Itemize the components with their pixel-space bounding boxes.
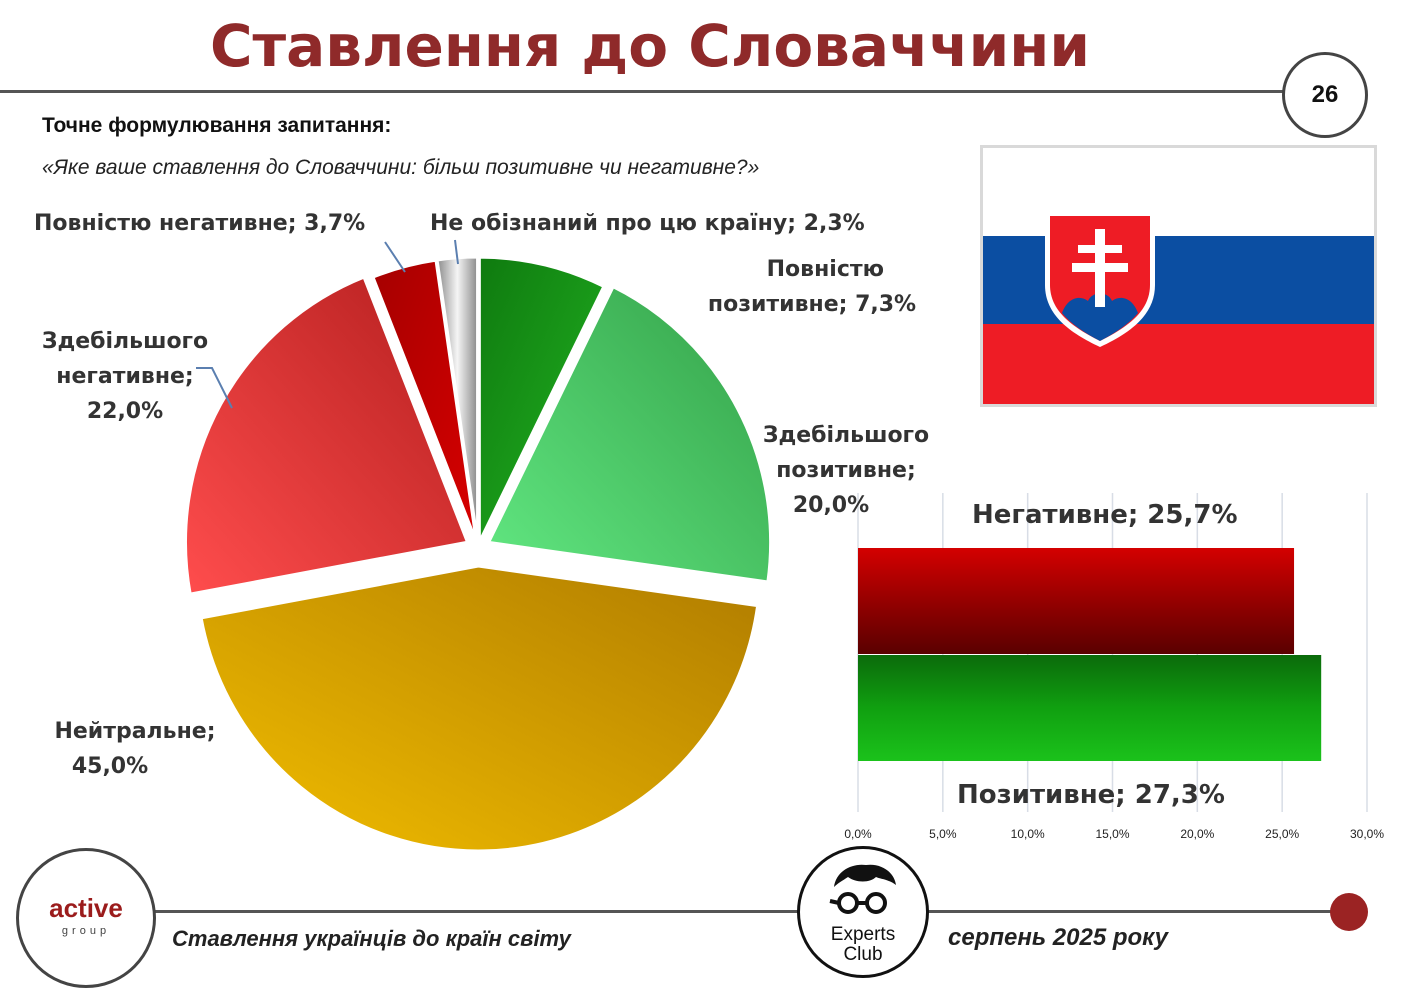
- leader-line: [454, 239, 459, 265]
- page-title: Ставлення до Словаччини: [209, 12, 1091, 80]
- pie-slice: [486, 284, 773, 584]
- header-divider: [0, 90, 1285, 93]
- label-fully-negative: Повністю негативне; 3,7%: [34, 211, 366, 236]
- question-text: «Яке ваше ставлення до Словаччини: більш…: [42, 156, 760, 179]
- x-tick-label: 15,0%: [1095, 827, 1130, 841]
- logo-main-text: active: [49, 893, 123, 923]
- experts-line2: Club: [843, 943, 883, 965]
- label-neutral-line1: Нейтральне;: [54, 719, 216, 744]
- label-mostly-negative-line1: Здебільшого: [41, 329, 209, 354]
- x-tick-label: 5,0%: [929, 827, 957, 841]
- x-tick-label: 10,0%: [1010, 827, 1045, 841]
- footer-survey-title: Ставлення українців до країн світу: [172, 926, 571, 951]
- pie-slice: [199, 564, 760, 853]
- label-mostly-negative: Здебільшого негативне; 22,0%: [30, 324, 220, 430]
- bar-label-negative: Негативне; 25,7%: [972, 500, 1238, 530]
- footer-date: серпень 2025 року: [948, 924, 1168, 951]
- pie-slice: [477, 255, 606, 543]
- bar-negative: [858, 548, 1295, 654]
- question-heading: Точне формулювання запитання:: [42, 114, 392, 137]
- bar-positive: [858, 655, 1322, 761]
- bar-label-positive: Позитивне; 27,3%: [957, 780, 1225, 810]
- experts-line1: Experts: [830, 924, 896, 945]
- leader-line: [196, 367, 233, 409]
- x-tick-label: 20,0%: [1180, 827, 1215, 841]
- label-fully-positive-line1: Повністю: [766, 257, 884, 282]
- experts-club-text: Experts Club: [800, 925, 926, 965]
- label-mostly-positive-line1: Здебільшого: [762, 423, 930, 448]
- label-mostly-positive-line3: 20,0%: [792, 493, 870, 519]
- label-mostly-negative-line2: негативне;: [56, 364, 194, 390]
- label-fully-positive: Повністю позитивне; 7,3%: [700, 252, 916, 322]
- page-number-badge: 26: [1282, 52, 1368, 138]
- footer-divider: [150, 910, 1345, 913]
- label-neutral-line2: 45,0%: [71, 754, 149, 780]
- slovakia-flag-image: [980, 145, 1377, 407]
- active-group-logo: active group: [16, 848, 156, 988]
- page-number: 26: [1311, 81, 1339, 108]
- glasses-face-icon: [829, 864, 896, 914]
- pie-slice: [184, 275, 470, 596]
- label-unaware: Не обізнаний про цю країну; 2,3%: [430, 211, 865, 236]
- x-tick-label: 25,0%: [1265, 827, 1300, 841]
- logo-sub-text: group: [61, 925, 111, 937]
- x-tick-label: 0,0%: [844, 827, 872, 841]
- label-neutral: Нейтральне; 45,0%: [40, 714, 230, 784]
- experts-club-logo: Experts Club: [797, 846, 929, 978]
- label-fully-positive-line2: позитивне; 7,3%: [707, 292, 917, 318]
- label-mostly-positive: Здебільшого позитивне; 20,0%: [756, 418, 936, 524]
- label-mostly-positive-line2: позитивне;: [776, 458, 916, 484]
- leader-line: [384, 241, 406, 273]
- footer-red-dot: [1330, 893, 1368, 931]
- label-mostly-negative-line3: 22,0%: [86, 399, 164, 425]
- x-tick-label: 30,0%: [1349, 827, 1385, 841]
